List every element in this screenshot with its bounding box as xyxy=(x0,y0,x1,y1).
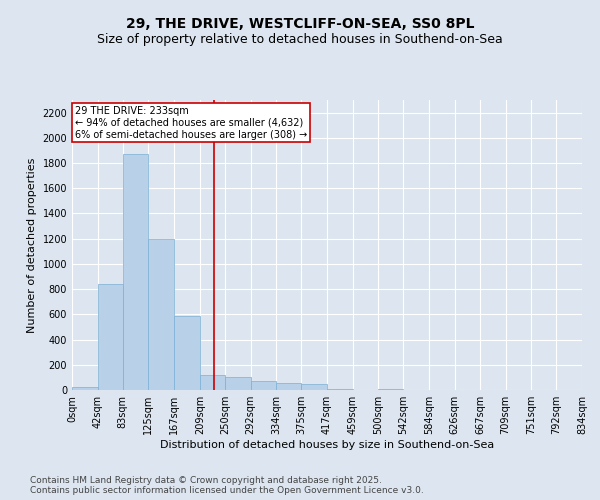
Text: 29, THE DRIVE, WESTCLIFF-ON-SEA, SS0 8PL: 29, THE DRIVE, WESTCLIFF-ON-SEA, SS0 8PL xyxy=(126,18,474,32)
Bar xyxy=(148,238,174,390)
Bar xyxy=(123,154,148,390)
Bar xyxy=(174,316,200,390)
Bar xyxy=(276,383,301,390)
X-axis label: Distribution of detached houses by size in Southend-on-Sea: Distribution of detached houses by size … xyxy=(160,440,494,450)
Text: 29 THE DRIVE: 233sqm
← 94% of detached houses are smaller (4,632)
6% of semi-det: 29 THE DRIVE: 233sqm ← 94% of detached h… xyxy=(75,106,307,140)
Text: Contains HM Land Registry data © Crown copyright and database right 2025.
Contai: Contains HM Land Registry data © Crown c… xyxy=(30,476,424,495)
Text: Size of property relative to detached houses in Southend-on-Sea: Size of property relative to detached ho… xyxy=(97,32,503,46)
Bar xyxy=(98,284,123,390)
Y-axis label: Number of detached properties: Number of detached properties xyxy=(27,158,37,332)
Bar xyxy=(200,375,225,390)
Bar xyxy=(251,380,276,390)
Bar xyxy=(301,384,327,390)
Bar xyxy=(225,378,251,390)
Bar xyxy=(72,388,98,390)
